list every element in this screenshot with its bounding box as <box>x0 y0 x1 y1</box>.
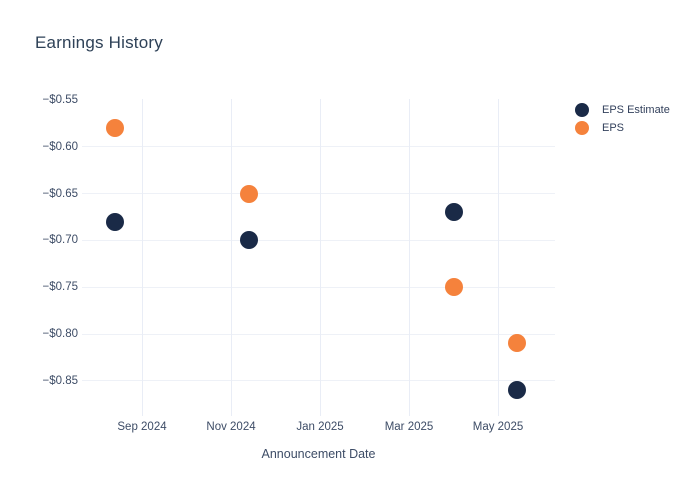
legend: EPS Estimate EPS <box>575 101 670 137</box>
legend-item-eps[interactable]: EPS <box>575 119 670 137</box>
h-gridline <box>82 380 555 382</box>
x-tick-label: May 2025 <box>472 421 524 433</box>
v-gridline <box>230 99 232 416</box>
y-tick-label: −$0.80 <box>42 328 79 340</box>
point-eps-1[interactable] <box>239 184 258 203</box>
legend-label: EPS <box>602 122 625 134</box>
y-tick-label: −$0.70 <box>42 234 79 247</box>
chart-title: Earnings History <box>35 33 163 52</box>
h-gridline <box>82 239 555 241</box>
y-tick-label: −$0.85 <box>42 374 79 387</box>
x-tick-label: Nov 2024 <box>206 421 256 433</box>
h-gridline <box>82 193 555 195</box>
point-eps-estimate-3[interactable] <box>508 381 527 400</box>
legend-marker-eps <box>575 121 589 135</box>
v-gridline <box>319 99 321 416</box>
point-eps-2[interactable] <box>444 278 463 297</box>
point-eps-estimate-2[interactable] <box>444 203 463 222</box>
x-tick-label: Sep 2024 <box>117 421 167 433</box>
v-gridline <box>497 99 499 416</box>
v-gridline <box>408 99 410 416</box>
h-gridline <box>82 333 555 335</box>
y-tick-label: −$0.60 <box>42 140 79 153</box>
legend-label: EPS Estimate <box>602 104 670 116</box>
y-tick-label: −$0.55 <box>42 94 79 106</box>
legend-marker-eps-estimate <box>575 103 589 117</box>
point-eps-0[interactable] <box>106 119 125 138</box>
h-gridline <box>82 286 555 288</box>
legend-item-eps-estimate[interactable]: EPS Estimate <box>575 101 670 119</box>
x-tick-label: Mar 2025 <box>384 421 434 433</box>
y-tick-label: −$0.65 <box>42 187 79 200</box>
x-axis-title: Announcement Date <box>261 447 376 461</box>
x-tick-label: Jan 2025 <box>296 421 344 433</box>
point-eps-3[interactable] <box>508 334 527 353</box>
point-eps-estimate-1[interactable] <box>239 231 258 250</box>
point-eps-estimate-0[interactable] <box>106 212 125 231</box>
v-gridline <box>141 99 143 416</box>
h-gridline <box>82 146 555 148</box>
y-tick-label: −$0.75 <box>42 281 79 294</box>
